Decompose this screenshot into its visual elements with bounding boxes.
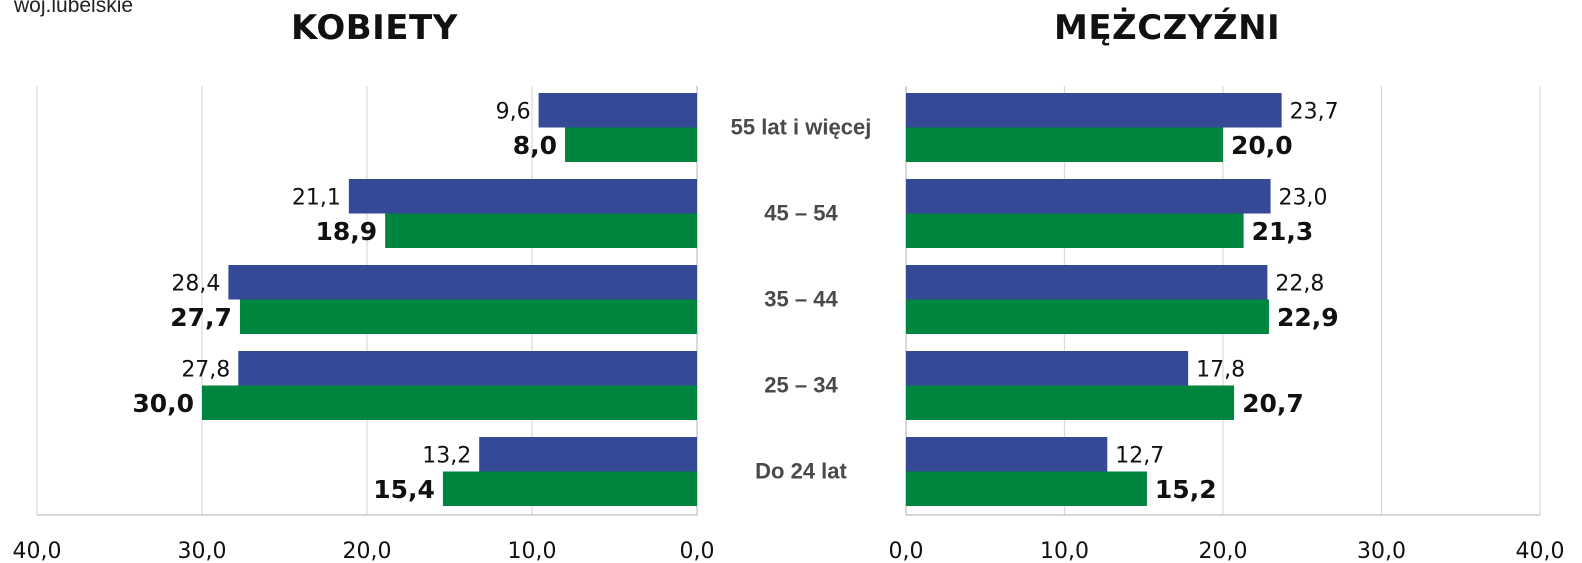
category-label: 35 – 44 [764, 287, 838, 312]
women-data-label-a: 9,6 [496, 99, 531, 124]
women-tick-label: 10,0 [508, 539, 557, 563]
men-bar-a [906, 265, 1268, 300]
women-bar-a [228, 265, 697, 300]
women-bar-b [385, 213, 697, 248]
women-panel-title: KOBIETY [291, 8, 458, 48]
men-tick-label: 20,0 [1199, 539, 1248, 563]
women-bar-b [202, 385, 697, 420]
men-data-label-a: 12,7 [1115, 443, 1164, 468]
men-panel-title: MĘŻCZYŹNI [1054, 8, 1281, 48]
women-bar-a [479, 437, 697, 472]
men-data-label-a: 22,8 [1275, 271, 1324, 296]
women-data-label-a: 21,1 [292, 185, 341, 210]
women-tick-label: 30,0 [178, 539, 227, 563]
women-data-label-a: 13,2 [422, 443, 471, 468]
men-data-label-b: 22,9 [1277, 303, 1339, 332]
men-data-label-b: 21,3 [1252, 217, 1314, 246]
region-label: woj.lubelskie [14, 0, 134, 17]
women-data-label-a: 27,8 [181, 357, 230, 382]
men-bar-a [906, 179, 1271, 214]
category-label: 25 – 34 [764, 373, 838, 398]
women-bar-b [442, 471, 697, 506]
men-bar-b [906, 471, 1147, 506]
men-bar-b [906, 299, 1269, 334]
men-data-label-a: 23,7 [1290, 99, 1339, 124]
men-bar-b [906, 213, 1244, 248]
women-data-label-b: 30,0 [132, 389, 194, 418]
men-data-label-a: 17,8 [1196, 357, 1245, 382]
men-bar-b [906, 385, 1235, 420]
men-data-label-b: 15,2 [1155, 475, 1217, 504]
men-tick-label: 0,0 [889, 539, 924, 563]
category-label: 45 – 54 [764, 201, 838, 226]
category-label: Do 24 lat [755, 459, 847, 484]
category-label: 55 lat i więcej [731, 115, 872, 140]
men-tick-label: 10,0 [1040, 539, 1089, 563]
men-data-label-a: 23,0 [1279, 185, 1328, 210]
women-bar-a [348, 179, 697, 214]
women-tick-label: 20,0 [343, 539, 392, 563]
women-bar-b [565, 127, 697, 162]
men-bar-a [906, 351, 1189, 386]
women-data-label-b: 15,4 [373, 475, 435, 504]
women-tick-label: 0,0 [680, 539, 715, 563]
men-bar-a [906, 93, 1282, 128]
women-bar-a [538, 93, 697, 128]
men-data-label-b: 20,0 [1231, 131, 1293, 160]
men-tick-label: 40,0 [1516, 539, 1565, 563]
women-data-label-b: 27,7 [170, 303, 232, 332]
women-bar-a [238, 351, 698, 386]
women-data-label-a: 28,4 [171, 271, 220, 296]
men-tick-label: 30,0 [1357, 539, 1406, 563]
men-bar-b [906, 127, 1223, 162]
women-data-label-b: 8,0 [513, 131, 557, 160]
women-tick-label: 40,0 [13, 539, 62, 563]
men-bar-a [906, 437, 1108, 472]
women-bar-b [239, 299, 697, 334]
men-data-label-b: 20,7 [1242, 389, 1304, 418]
women-data-label-b: 18,9 [315, 217, 377, 246]
